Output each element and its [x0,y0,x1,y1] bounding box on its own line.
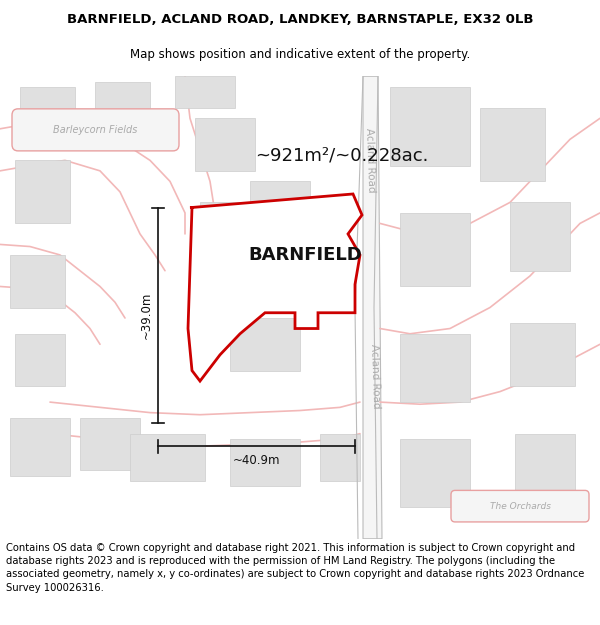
Text: Barleycorn Fields: Barleycorn Fields [53,125,137,135]
Polygon shape [130,434,205,481]
Polygon shape [265,255,330,308]
Text: ~40.9m: ~40.9m [233,454,280,468]
Polygon shape [400,213,470,286]
Text: Contains OS data © Crown copyright and database right 2021. This information is : Contains OS data © Crown copyright and d… [6,543,584,592]
Polygon shape [230,318,300,371]
Polygon shape [510,323,575,386]
Text: ~921m²/~0.228ac.: ~921m²/~0.228ac. [255,146,428,164]
Polygon shape [188,194,362,381]
Polygon shape [230,439,300,486]
Polygon shape [400,334,470,402]
FancyBboxPatch shape [12,109,179,151]
Polygon shape [200,202,250,255]
Polygon shape [195,118,255,171]
Polygon shape [515,434,575,497]
Polygon shape [510,202,570,271]
Polygon shape [80,418,140,471]
Text: Acland Road: Acland Road [364,128,376,192]
Polygon shape [250,181,310,218]
Text: Acland Road: Acland Road [369,343,381,408]
Polygon shape [10,255,65,308]
Polygon shape [20,87,75,129]
Polygon shape [400,439,470,508]
Text: Map shows position and indicative extent of the property.: Map shows position and indicative extent… [130,48,470,61]
Polygon shape [15,161,70,223]
Polygon shape [480,107,545,181]
Polygon shape [95,81,150,118]
FancyBboxPatch shape [451,491,589,522]
Text: ~39.0m: ~39.0m [139,292,152,339]
Polygon shape [390,87,470,166]
Polygon shape [10,418,70,476]
Polygon shape [175,76,235,108]
Polygon shape [320,434,360,481]
Text: BARNFIELD, ACLAND ROAD, LANDKEY, BARNSTAPLE, EX32 0LB: BARNFIELD, ACLAND ROAD, LANDKEY, BARNSTA… [67,12,533,26]
Text: BARNFIELD: BARNFIELD [248,246,362,264]
Polygon shape [363,76,382,539]
Polygon shape [15,334,65,386]
Text: The Orchards: The Orchards [490,502,551,511]
